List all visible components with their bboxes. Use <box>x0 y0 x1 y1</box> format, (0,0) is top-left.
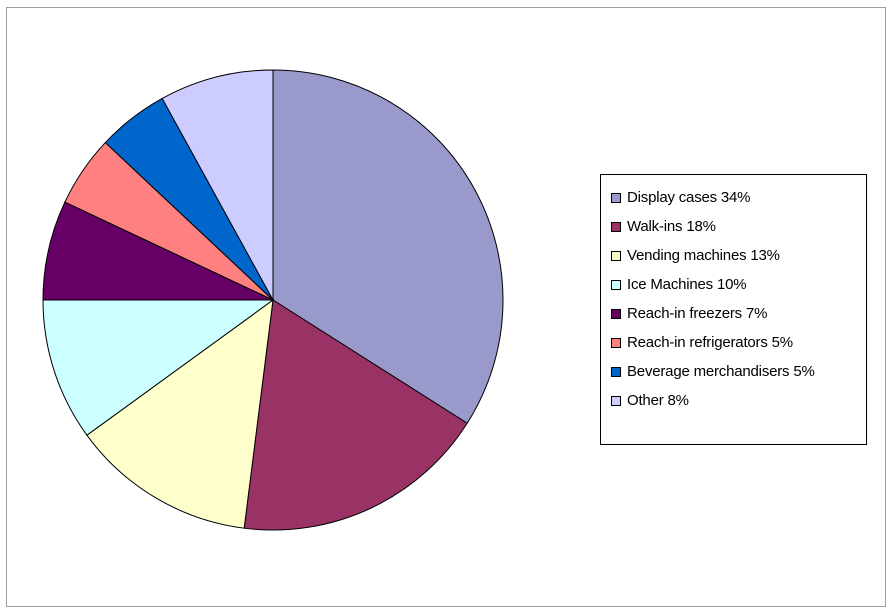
legend-item: Other 8% <box>601 386 866 415</box>
legend-swatch <box>611 337 621 348</box>
legend-swatch <box>611 395 621 406</box>
legend-item: Reach-in refrigerators 5% <box>601 328 866 357</box>
legend-item: Beverage merchandisers 5% <box>601 357 866 386</box>
pie-slice-other <box>161 69 274 301</box>
pie-chart <box>42 69 504 531</box>
legend-item: Vending machines 13% <box>601 241 866 270</box>
pie-slice-vending-machines <box>86 298 274 529</box>
legend-swatch <box>611 250 621 261</box>
legend-swatch <box>611 221 621 232</box>
pie-slice-reach-in-freezers <box>42 201 274 301</box>
legend: Display cases 34% Walk-ins 18% Vending mac… <box>600 174 867 445</box>
legend-label: Walk-ins 18% <box>627 218 716 235</box>
pie-slice-ice-machines <box>42 299 275 436</box>
pie-slice-display-cases <box>272 69 504 424</box>
legend-label: Reach-in refrigerators 5% <box>627 334 793 351</box>
legend-swatch <box>611 279 621 290</box>
chart-area: Display cases 34% Walk-ins 18% Vending mac… <box>6 7 886 607</box>
legend-swatch <box>611 366 621 377</box>
legend-item: Display cases 34% <box>601 183 866 212</box>
legend-label: Other 8% <box>627 392 689 409</box>
legend-label: Display cases 34% <box>627 189 751 206</box>
pie-slice-walk-ins <box>243 299 468 531</box>
legend-swatch <box>611 308 621 319</box>
legend-label: Vending machines 13% <box>627 247 780 264</box>
legend-label: Beverage merchandisers 5% <box>627 363 815 380</box>
legend-label: Reach-in freezers 7% <box>627 305 768 322</box>
legend-label: Ice Machines 10% <box>627 276 747 293</box>
legend-swatch <box>611 192 621 203</box>
legend-item: Reach-in freezers 7% <box>601 299 866 328</box>
legend-item: Walk-ins 18% <box>601 212 866 241</box>
legend-item: Ice Machines 10% <box>601 270 866 299</box>
